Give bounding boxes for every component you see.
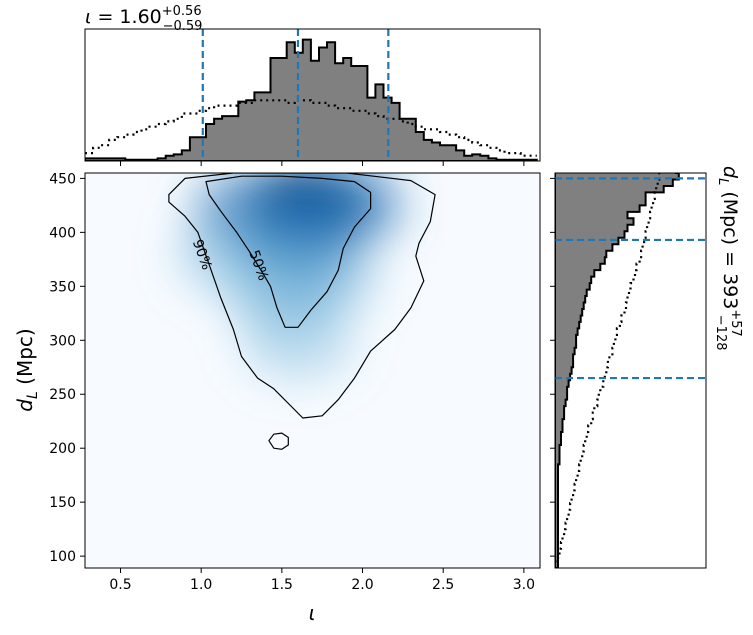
y-axis-label: dL (Mpc) (13, 328, 41, 411)
contour-line (205, 175, 372, 328)
top-prior-line (85, 99, 537, 157)
right-prior-step (555, 173, 662, 568)
right-marginal-panel: dL (Mpc) = 393+57−128 (550, 166, 743, 569)
x-axis-ticks: 0.5 1.0 1.5 2.0 2.5 3.0 (109, 161, 535, 593)
top-marginal-panel: ι = 1.60+0.56 −0.59 (84, 4, 541, 162)
top-frame (84, 28, 541, 162)
y-tick-label: 300 (49, 333, 76, 349)
joint-panel: 50%90% 0.5 1.0 1.5 2.0 2.5 3.0 10015020025030… (13, 161, 541, 625)
x-tick-label: 3.0 (513, 577, 535, 593)
joint-frame (84, 172, 541, 569)
density-blob (291, 173, 402, 246)
y-tick-label: 250 (49, 387, 76, 403)
density-blob (178, 213, 289, 294)
contour-line (268, 432, 289, 450)
y-axis-ticks: 100 150 200 250 300 350 400 450 (49, 171, 85, 565)
x-tick-label: 2.5 (432, 577, 454, 593)
x-tick-label: 1.5 (271, 577, 293, 593)
x-tick-label: 2.0 (351, 577, 373, 593)
y-tick-label: 450 (49, 171, 76, 187)
right-quantile-lines (555, 177, 706, 380)
y-tick-label: 100 (49, 549, 76, 565)
right-marginal-ticks (550, 177, 555, 557)
right-title: dL (Mpc) = 393+57−128 (713, 166, 743, 351)
density-blob (242, 300, 353, 381)
density-blob (267, 235, 378, 316)
y-tick-label: 150 (49, 495, 76, 511)
top-prior-step (85, 99, 537, 157)
x-tick-label: 1.0 (190, 577, 212, 593)
right-prior-line (555, 173, 662, 568)
y-tick-label: 200 (49, 441, 76, 457)
right-histogram (555, 173, 680, 568)
top-quantile-lines (201, 29, 390, 161)
right-hist-bars (555, 173, 680, 568)
y-tick-label: 400 (49, 225, 76, 241)
x-tick-label: 0.5 (109, 577, 131, 593)
y-tick-label: 350 (49, 279, 76, 295)
contour-line (168, 173, 436, 419)
right-frame (554, 172, 707, 569)
x-axis-label: ι (309, 601, 316, 625)
top-title: ι = 1.60+0.56 −0.59 (85, 4, 202, 34)
